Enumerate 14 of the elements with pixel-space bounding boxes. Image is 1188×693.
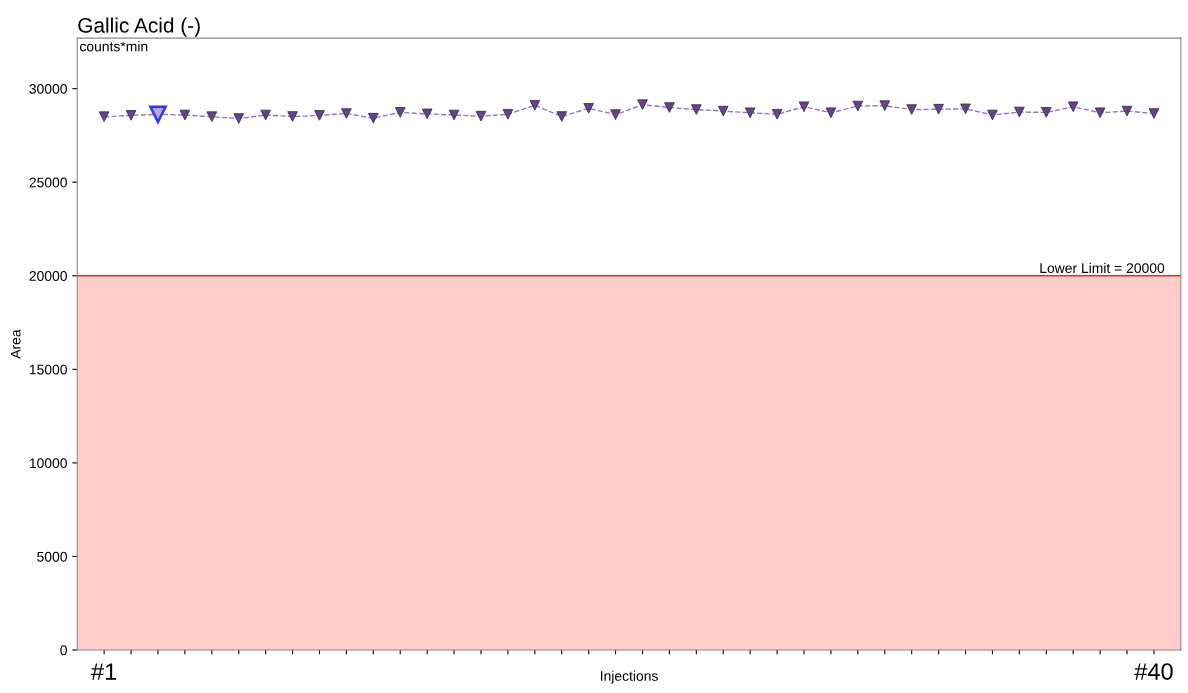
x-tick-label: #1 (91, 663, 117, 680)
ref-line-label: Lower Limit = 20000 (1040, 262, 1165, 274)
y-tick-label: 10000 (29, 458, 67, 469)
y-tick-label: 30000 (29, 83, 67, 94)
y-tick-label: 5000 (37, 551, 67, 562)
y-tick-label: 25000 (29, 177, 67, 188)
y-tick-label: 0 (60, 645, 67, 656)
y-tick-label: 15000 (29, 364, 67, 375)
annotation: counts*min (80, 41, 148, 52)
x-tick-label: #40 (1134, 663, 1173, 680)
y-tick-label: 20000 (29, 271, 67, 281)
x-axis-title: Injections (600, 670, 658, 684)
y-axis-title: Area (10, 329, 21, 359)
chart-title: Gallic Acid (-) (78, 17, 200, 37)
